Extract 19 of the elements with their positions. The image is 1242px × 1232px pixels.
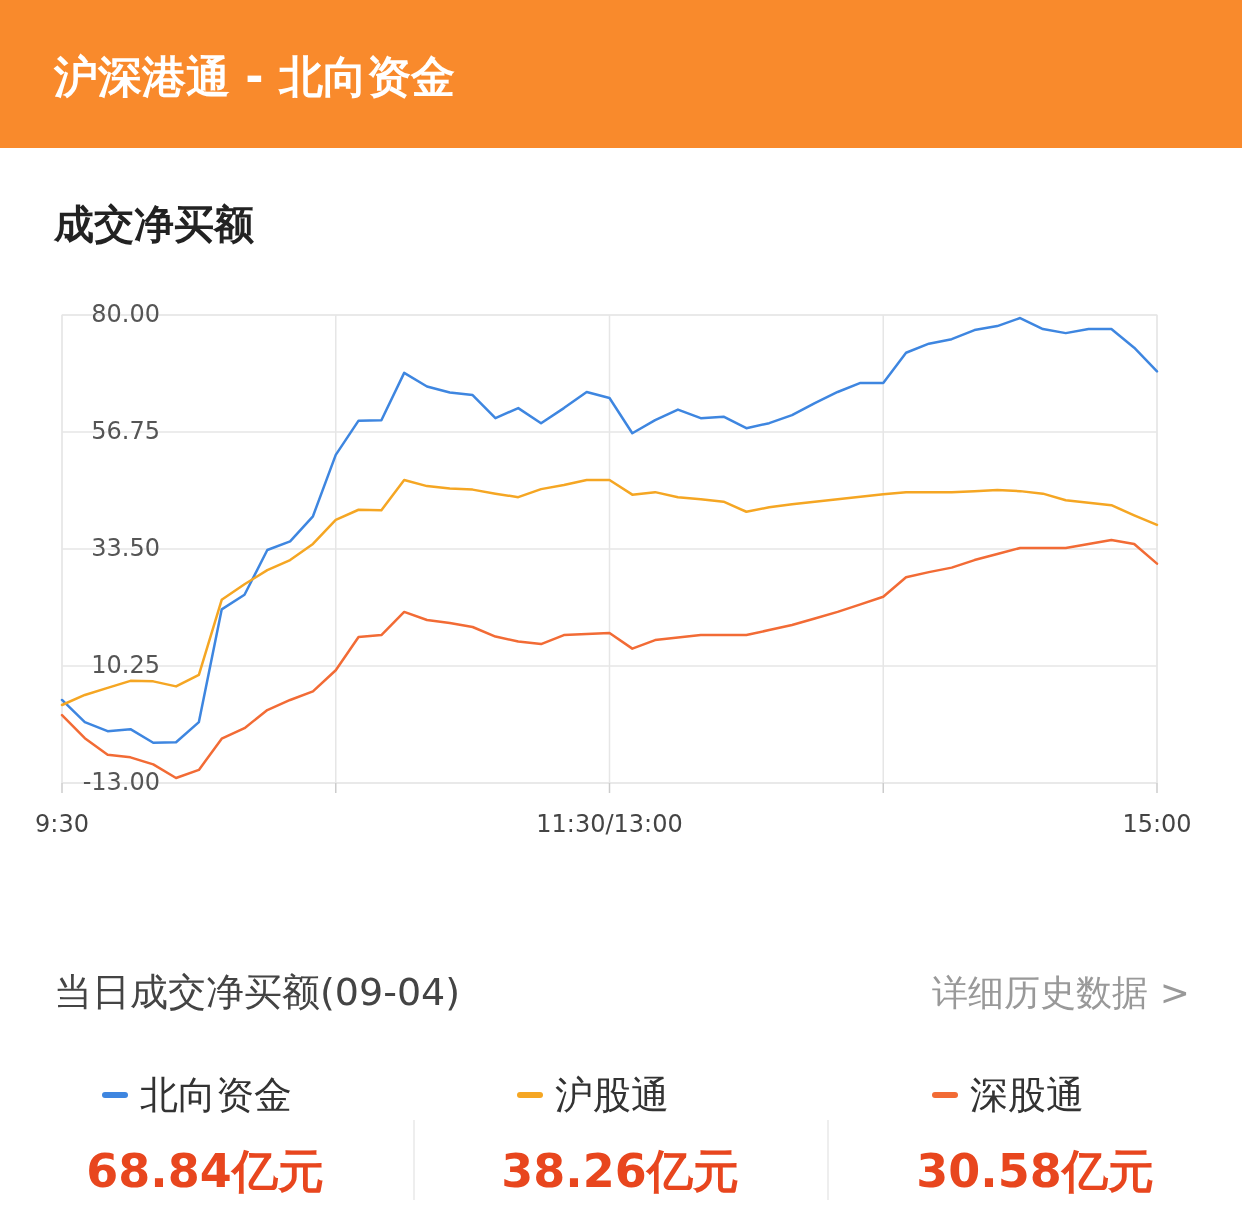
y-tick-label: -13.00 (82, 768, 160, 796)
chart-subtitle: 成交净买额 (53, 201, 254, 247)
y-tick-label: 56.75 (91, 417, 160, 445)
chart-title: 沪深港通 - 北向资金 (53, 51, 455, 102)
line-series (60, 478, 1159, 707)
x-tick-label: 11:30/13:00 (536, 810, 683, 838)
y-tick-label: 80.00 (91, 300, 160, 328)
text: 30.58亿元 (916, 1144, 1154, 1198)
legend-label: 沪股通 (555, 1073, 669, 1117)
text: 68.84亿元 (86, 1144, 324, 1198)
y-tick-label: 10.25 (91, 651, 160, 679)
x-tick-label: 15:00 (1122, 810, 1192, 838)
text: 38.26亿元 (501, 1144, 739, 1198)
x-tick-label: 9:30 (35, 810, 89, 838)
text: 当日成交净买额(09-04) (54, 970, 461, 1014)
text: 详细历史数据 > (932, 972, 1190, 1013)
legend-label: 深股通 (970, 1073, 1084, 1117)
y-tick-label: 33.50 (91, 534, 160, 562)
legend-label: 北向资金 (140, 1073, 292, 1117)
